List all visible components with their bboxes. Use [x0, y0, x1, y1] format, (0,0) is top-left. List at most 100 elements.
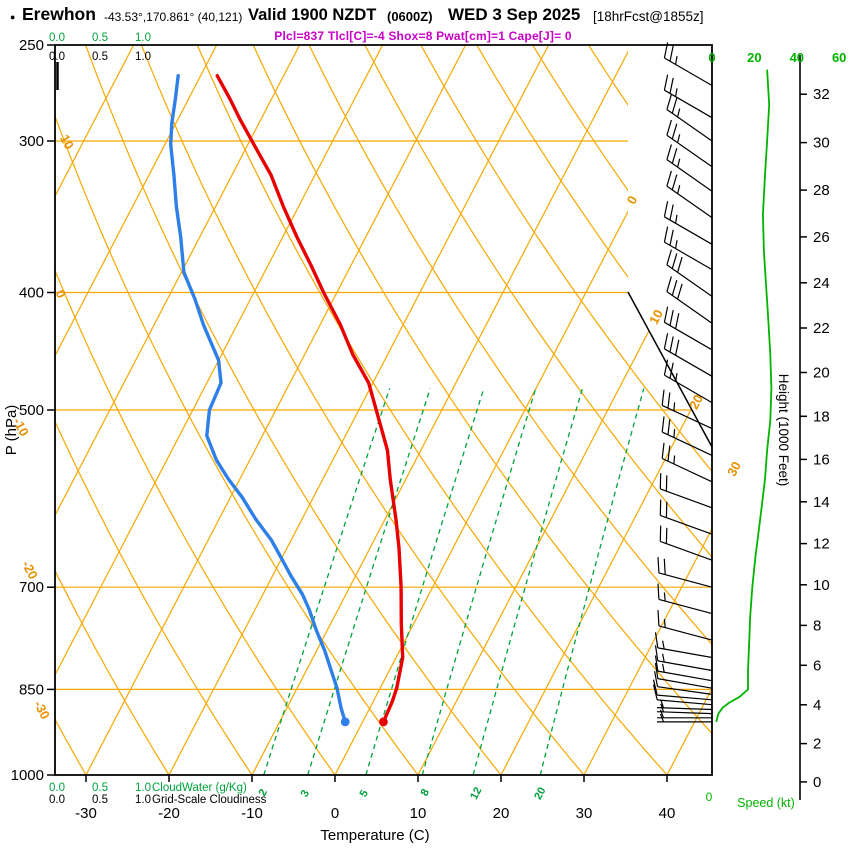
height-tick-label: 26	[813, 229, 830, 246]
height-axis-title: Height (1000 Feet)	[776, 374, 791, 487]
height-tick-label: 30	[813, 135, 830, 152]
dewpoint-curve	[169, 74, 347, 724]
mixing-ratio-line	[307, 388, 431, 775]
wind-barb	[663, 42, 713, 87]
wind-barb	[663, 306, 713, 351]
wind-barb	[657, 557, 713, 588]
height-tick-label: 6	[813, 657, 821, 674]
wind-barb	[659, 473, 713, 509]
cloudiness-bottom-tick: 1.0	[135, 794, 151, 806]
mixing-ratio-line	[472, 388, 584, 775]
pressure-tick-label: 300	[19, 133, 44, 150]
speed-axis: 0 20 40 600 Speed (kt)	[706, 50, 847, 810]
isotherm-line	[251, 45, 633, 775]
pressure-tick-label: 250	[19, 37, 44, 54]
pressure-axis: 250 300 400 500 700 850 1000	[11, 37, 55, 784]
mixing-ratio-label: 2	[257, 787, 270, 798]
speed-zero-label: 0	[706, 790, 713, 804]
height-tick-label: 12	[813, 536, 830, 553]
height-tick-label: 0	[813, 774, 821, 791]
isotherm-line	[55, 45, 135, 775]
cloudwater-top-tick: 0.5	[92, 32, 108, 44]
cloudiness-top-tick: 0.0	[49, 51, 65, 63]
dry-adiabat-line	[55, 45, 419, 775]
mixing-ratio-label: 12	[468, 785, 484, 801]
cloudwater-bottom-tick: 0.5	[92, 782, 108, 794]
temperature-surface-dot	[379, 717, 388, 727]
dry-adiabat-line	[196, 45, 668, 775]
wind-barb	[656, 699, 713, 711]
valid-date: WED 3 Sep 2025	[448, 5, 581, 24]
wind-barb	[661, 389, 713, 430]
dry-adiabat-line	[85, 45, 502, 775]
skewt-grid	[55, 45, 712, 775]
speed-tick-label: 0	[708, 50, 715, 65]
temperature-axis: -30 -20 -10 0 10 20 30 40	[75, 775, 675, 822]
wind-barb	[654, 671, 713, 695]
pressure-tick-label: 400	[19, 285, 44, 302]
cloudiness-bottom-tick: 0.0	[49, 794, 65, 806]
pressure-tick-label: 1000	[11, 767, 44, 784]
plot-frame	[54, 44, 713, 776]
dry-adiabat-label: 10	[57, 132, 77, 152]
wind-barb	[657, 583, 713, 615]
wind-barb	[663, 201, 713, 245]
temperature-tick-label: -10	[241, 805, 263, 822]
wind-barb	[657, 713, 712, 723]
isotherm-label: 30	[724, 459, 744, 479]
pressure-axis-title: P (hPa)	[3, 405, 20, 456]
valid-time: Valid 1900 NZDT	[248, 6, 377, 24]
speed-tick-label: 40	[790, 50, 804, 65]
cloudwater-bottom-tick: 0.0	[49, 782, 65, 794]
wind-barb	[656, 703, 713, 715]
dewpoint-surface-dot	[340, 717, 350, 727]
temperature-tick-label: 30	[576, 805, 593, 822]
diagonal-boundary-line	[627, 291, 713, 448]
temperature-tick-label: 40	[659, 805, 676, 822]
dry-adiabat-line	[55, 45, 253, 775]
cloudwater-bottom-tick: 1.0	[135, 782, 151, 794]
mixing-ratio-label: 3	[299, 788, 312, 799]
isotherm-line	[168, 45, 550, 775]
temperature-tick-label: 0	[331, 805, 339, 822]
wind-barb	[657, 610, 713, 641]
isotherm-label: 0	[624, 193, 641, 206]
height-tick-label: 20	[813, 365, 830, 382]
station-coords: -43.53°,170.861° (40,121)	[104, 10, 243, 24]
isotherm-label: 10	[646, 307, 666, 327]
wind-barb	[657, 709, 712, 719]
height-tick-label: 8	[813, 617, 821, 634]
height-tick-label: 28	[813, 182, 830, 199]
mixing-ratio-line	[539, 388, 645, 775]
height-tick-label: 14	[813, 494, 830, 511]
cloudiness-axis-title: Grid-Scale Cloudiness	[152, 794, 267, 806]
cloudiness-top-tick: 1.0	[135, 51, 151, 63]
speed-curve	[715, 69, 773, 723]
dry-adiabat-line	[476, 45, 712, 775]
wind-barb	[661, 416, 713, 456]
wind-barb	[663, 359, 713, 404]
wind-barb	[654, 662, 713, 689]
height-tick-label: 16	[813, 451, 830, 468]
temperature-tick-label: -30	[75, 805, 97, 822]
temperature-axis-title: Temperature (C)	[320, 827, 429, 844]
mixing-ratio-line	[263, 388, 391, 775]
wind-barb	[652, 684, 713, 706]
height-tick-label: 18	[813, 408, 830, 425]
isotherm-line	[85, 45, 467, 775]
pressure-tick-label: 700	[19, 579, 44, 596]
isobar-lines	[55, 140, 712, 775]
cloudwater-scales: 0.0 0.5 1.00.0 0.5 1.00.0 0.5 1.0 CloudWater (g…	[49, 32, 267, 806]
isotherm-label: 20	[686, 392, 706, 412]
height-tick-label: 10	[813, 577, 830, 594]
cloudwater-axis-title: CloudWater (g/Kg)	[152, 782, 247, 794]
wind-barb	[652, 679, 713, 701]
wind-barb	[666, 249, 713, 297]
mixing-ratio-line	[365, 388, 485, 775]
wind-barb	[666, 276, 713, 324]
isotherm-line	[417, 45, 712, 775]
